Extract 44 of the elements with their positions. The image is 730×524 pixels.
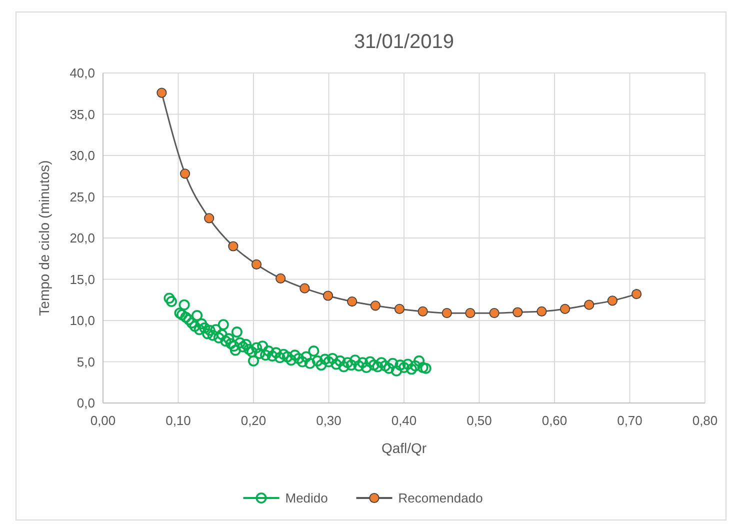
x-tick-label: 0,30 xyxy=(316,413,342,428)
x-tick-label: 0,70 xyxy=(617,413,642,428)
point xyxy=(489,308,500,318)
y-tick-label: 25,0 xyxy=(70,189,95,204)
point xyxy=(584,300,594,310)
y-tick-label: 0,0 xyxy=(76,396,95,411)
x-tick-label: 0,00 xyxy=(90,413,116,428)
legend-label: Medido xyxy=(285,490,328,506)
point xyxy=(156,88,167,98)
point xyxy=(347,296,358,307)
point xyxy=(300,283,310,294)
point xyxy=(607,296,618,306)
y-tick-label: 5,0 xyxy=(76,354,95,370)
point xyxy=(465,308,476,318)
point xyxy=(251,259,262,270)
point xyxy=(180,168,190,179)
x-tick-label: 0,40 xyxy=(391,413,417,428)
point xyxy=(560,304,570,314)
point xyxy=(418,306,428,316)
legend-label: Recomendado xyxy=(398,490,483,506)
chart-title: 31/01/2019 xyxy=(354,31,454,53)
point xyxy=(228,241,238,252)
point xyxy=(442,308,452,318)
y-tick-label: 10,0 xyxy=(70,313,95,328)
y-tick-label: 40,0 xyxy=(70,66,95,81)
point xyxy=(394,304,405,314)
y-tick-label: 15,0 xyxy=(70,272,95,287)
point xyxy=(370,300,380,311)
y-tick-label: 35,0 xyxy=(70,106,95,122)
point xyxy=(322,290,334,301)
point xyxy=(512,307,523,318)
point xyxy=(631,289,642,300)
x-tick-label: 0,10 xyxy=(166,413,191,428)
y-axis-title: Tempo de ciclo (minutos) xyxy=(36,160,52,316)
point xyxy=(276,273,286,284)
x-tick-label: 0,80 xyxy=(692,413,718,428)
point xyxy=(204,213,214,224)
x-tick-label: 0,60 xyxy=(542,413,568,428)
x-tick-label: 0,20 xyxy=(240,413,266,428)
x-tick-label: 0,50 xyxy=(466,413,492,428)
y-tick-label: 30,0 xyxy=(70,148,95,164)
point xyxy=(536,306,547,316)
y-tick-label: 20,0 xyxy=(70,230,95,246)
x-axis-title: Qafl/Qr xyxy=(381,440,427,456)
